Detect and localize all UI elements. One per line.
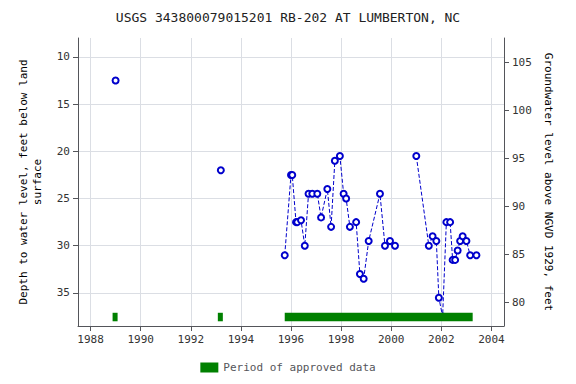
svg-text:1988: 1988	[77, 333, 104, 346]
svg-text:105: 105	[512, 56, 532, 69]
svg-text:USGS 343800079015201 RB-202 AT: USGS 343800079015201 RB-202 AT LUMBERTON…	[116, 10, 460, 25]
svg-text:20: 20	[57, 145, 70, 158]
svg-text:surface: surface	[31, 159, 44, 205]
svg-text:1998: 1998	[328, 333, 355, 346]
svg-text:1996: 1996	[278, 333, 305, 346]
svg-text:95: 95	[512, 152, 525, 165]
svg-text:25: 25	[57, 192, 70, 205]
svg-text:Groundwater level above NGVD 1: Groundwater level above NGVD 1929, feet	[542, 53, 555, 311]
svg-text:2002: 2002	[428, 333, 455, 346]
svg-text:Depth to water level, feet bel: Depth to water level, feet below land	[17, 59, 30, 304]
svg-text:Period of approved data: Period of approved data	[223, 361, 375, 374]
svg-text:1990: 1990	[127, 333, 154, 346]
svg-text:30: 30	[57, 239, 70, 252]
svg-text:1992: 1992	[178, 333, 205, 346]
svg-text:35: 35	[57, 286, 70, 299]
svg-text:10: 10	[57, 50, 70, 63]
svg-text:1994: 1994	[228, 333, 255, 346]
svg-text:15: 15	[57, 98, 70, 111]
svg-text:85: 85	[512, 248, 525, 261]
svg-text:90: 90	[512, 200, 525, 213]
svg-text:100: 100	[512, 104, 532, 117]
svg-text:2004: 2004	[478, 333, 505, 346]
svg-text:2000: 2000	[378, 333, 405, 346]
svg-text:80: 80	[512, 296, 525, 309]
